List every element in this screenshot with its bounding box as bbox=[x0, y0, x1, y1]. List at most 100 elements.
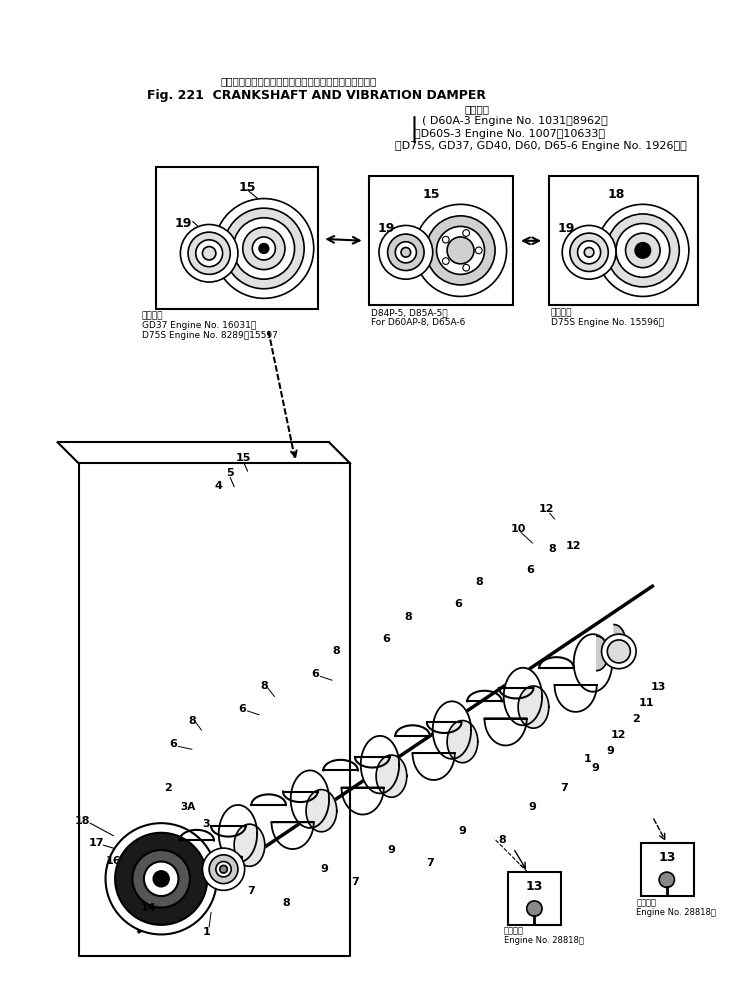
Circle shape bbox=[259, 244, 269, 253]
Polygon shape bbox=[291, 771, 329, 828]
Text: 13: 13 bbox=[526, 880, 543, 893]
Text: 6: 6 bbox=[527, 564, 535, 575]
Circle shape bbox=[597, 204, 689, 297]
Circle shape bbox=[388, 234, 424, 271]
Text: 15: 15 bbox=[239, 182, 256, 194]
Circle shape bbox=[202, 848, 245, 891]
Polygon shape bbox=[433, 701, 471, 759]
Text: 13: 13 bbox=[658, 851, 676, 864]
Text: 適用号機: 適用号機 bbox=[503, 927, 524, 935]
Text: 7: 7 bbox=[560, 783, 568, 793]
Text: 12: 12 bbox=[539, 505, 554, 515]
Bar bbox=[369, 176, 513, 306]
Circle shape bbox=[379, 225, 433, 279]
Circle shape bbox=[476, 247, 482, 254]
Circle shape bbox=[252, 237, 276, 260]
Text: 適用号機: 適用号機 bbox=[551, 308, 572, 317]
Polygon shape bbox=[234, 824, 265, 866]
Text: D75S Engine No. 15596～: D75S Engine No. 15596～ bbox=[551, 317, 664, 326]
Circle shape bbox=[214, 198, 314, 299]
Polygon shape bbox=[219, 805, 257, 862]
Circle shape bbox=[527, 901, 542, 917]
Text: Engine No. 28818～: Engine No. 28818～ bbox=[503, 936, 583, 945]
Bar bbox=[641, 843, 694, 896]
Circle shape bbox=[115, 832, 207, 925]
Text: （D75S, GD37, GD40, D60, D65-6 Engine No. 1926～）: （D75S, GD37, GD40, D60, D65-6 Engine No.… bbox=[395, 141, 687, 151]
Text: 3: 3 bbox=[202, 819, 210, 829]
Circle shape bbox=[577, 241, 601, 264]
Text: 18: 18 bbox=[75, 816, 91, 826]
Text: 11: 11 bbox=[639, 698, 655, 708]
Text: 1: 1 bbox=[583, 754, 591, 764]
Polygon shape bbox=[574, 634, 612, 691]
Text: 19: 19 bbox=[378, 221, 395, 234]
Circle shape bbox=[447, 237, 474, 264]
Text: 12: 12 bbox=[611, 730, 627, 740]
Text: 15: 15 bbox=[423, 188, 440, 201]
Text: 1: 1 bbox=[202, 927, 210, 936]
Text: 6: 6 bbox=[169, 739, 177, 750]
Circle shape bbox=[216, 861, 231, 877]
Text: 2: 2 bbox=[164, 783, 172, 793]
Text: 15: 15 bbox=[236, 452, 252, 462]
Circle shape bbox=[443, 258, 449, 265]
Text: 7: 7 bbox=[351, 877, 359, 887]
Circle shape bbox=[133, 850, 190, 908]
Text: 6: 6 bbox=[238, 704, 246, 714]
Circle shape bbox=[570, 233, 608, 272]
Circle shape bbox=[181, 224, 238, 282]
Text: 2: 2 bbox=[632, 713, 640, 723]
Text: 適用号機: 適用号機 bbox=[464, 104, 489, 114]
Polygon shape bbox=[504, 668, 542, 725]
Polygon shape bbox=[447, 720, 478, 763]
Circle shape bbox=[233, 218, 294, 279]
Circle shape bbox=[414, 204, 506, 297]
Text: 8: 8 bbox=[476, 577, 484, 587]
Text: 19: 19 bbox=[557, 221, 574, 234]
Text: 6: 6 bbox=[311, 670, 318, 680]
Text: 12: 12 bbox=[566, 541, 581, 551]
Text: D75S Engine No. 8289～15597: D75S Engine No. 8289～15597 bbox=[142, 331, 278, 340]
Text: 10: 10 bbox=[510, 524, 526, 534]
Text: 8: 8 bbox=[405, 612, 413, 622]
Text: 14: 14 bbox=[141, 903, 157, 913]
Circle shape bbox=[395, 242, 416, 263]
Polygon shape bbox=[597, 636, 608, 671]
Text: 3A: 3A bbox=[181, 802, 195, 811]
Circle shape bbox=[426, 216, 495, 285]
Polygon shape bbox=[376, 755, 407, 798]
Text: 19: 19 bbox=[175, 217, 192, 230]
Circle shape bbox=[616, 223, 670, 277]
Text: 適用号機: 適用号機 bbox=[142, 311, 163, 320]
Circle shape bbox=[659, 872, 675, 888]
Text: 9: 9 bbox=[591, 764, 598, 774]
Polygon shape bbox=[361, 736, 399, 794]
Bar bbox=[509, 872, 561, 925]
Text: 7: 7 bbox=[247, 886, 255, 897]
Text: Fig. 221  CRANKSHAFT AND VIBRATION DAMPER: Fig. 221 CRANKSHAFT AND VIBRATION DAMPER bbox=[147, 89, 486, 102]
Circle shape bbox=[401, 248, 410, 257]
Text: 13: 13 bbox=[650, 682, 666, 692]
Text: D84P-5, D85A-5用: D84P-5, D85A-5用 bbox=[372, 308, 448, 317]
Text: 8: 8 bbox=[188, 715, 195, 725]
Text: 16: 16 bbox=[106, 855, 121, 866]
Text: ( D60A-3 Engine No. 1031～8962）: ( D60A-3 Engine No. 1031～8962） bbox=[422, 116, 608, 126]
Text: 9: 9 bbox=[321, 864, 328, 874]
Text: 9: 9 bbox=[606, 746, 614, 756]
Circle shape bbox=[607, 640, 631, 663]
Text: 8: 8 bbox=[549, 544, 557, 554]
Text: 7: 7 bbox=[426, 857, 434, 867]
Circle shape bbox=[443, 236, 449, 243]
Circle shape bbox=[209, 855, 238, 884]
Circle shape bbox=[219, 865, 228, 873]
Circle shape bbox=[463, 230, 470, 236]
Text: 4: 4 bbox=[215, 481, 222, 491]
Text: 9: 9 bbox=[458, 826, 467, 836]
Text: 5: 5 bbox=[226, 468, 234, 478]
Circle shape bbox=[195, 240, 222, 267]
Circle shape bbox=[584, 248, 594, 257]
Text: 9: 9 bbox=[387, 845, 395, 855]
Circle shape bbox=[154, 871, 169, 887]
Circle shape bbox=[223, 208, 304, 289]
Circle shape bbox=[463, 264, 470, 271]
